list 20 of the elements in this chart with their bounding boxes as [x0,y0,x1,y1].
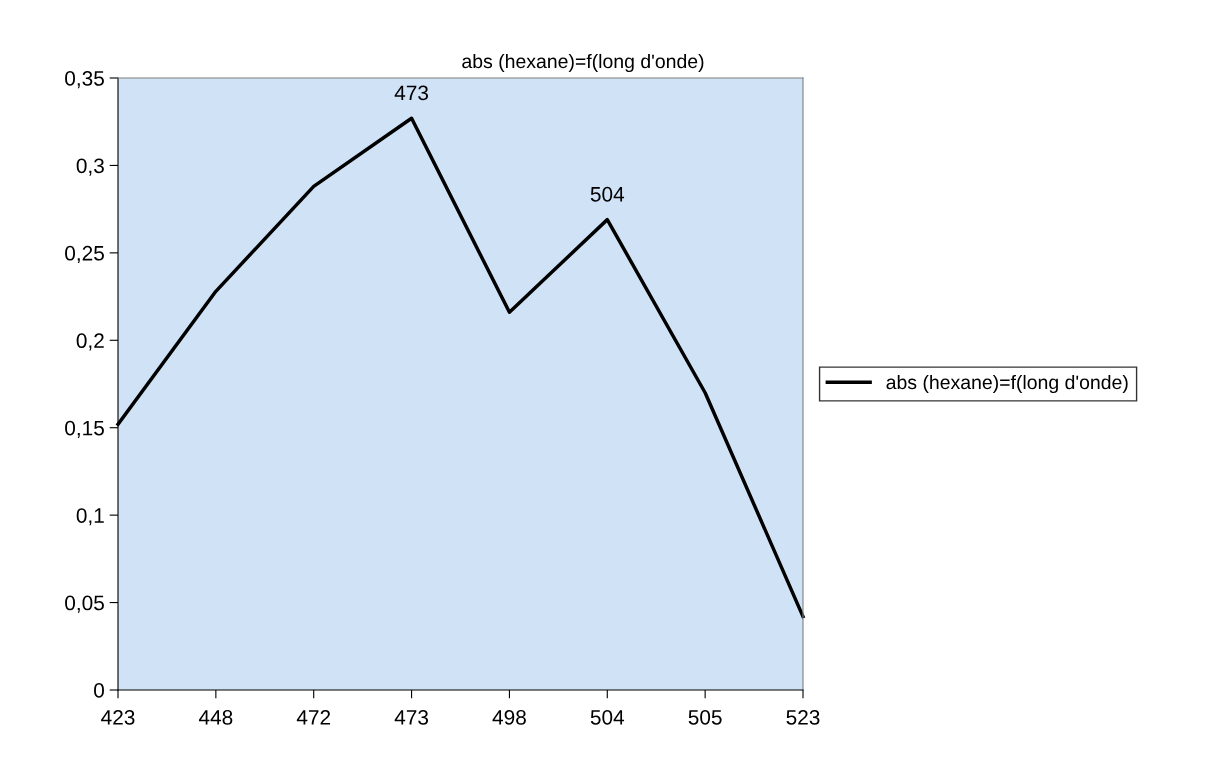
x-tick-label: 472 [296,709,331,725]
annotation: 473 [394,85,429,101]
x-tick-label: 473 [394,709,429,725]
y-tick-label: 0 [94,683,104,698]
y-tick-label: 0,15 [65,420,104,438]
x-tick-label: 505 [688,709,722,725]
y-tick-label: 0,2 [76,333,104,351]
x-tick-label: 448 [198,709,233,725]
legend-label: abs (hexane)=f(long d'onde) [886,374,1128,394]
x-tick-label: 523 [786,709,820,725]
y-tick-label: 0,1 [76,508,104,526]
annotation: 504 [590,186,625,202]
y-tick-label: 0,25 [65,245,104,264]
x-tick-label: 423 [101,709,135,725]
x-tick-label: 504 [590,709,625,725]
x-tick-label: 498 [492,709,526,725]
y-tick-label: 0,05 [65,595,104,613]
y-tick-label: 0,35 [65,71,104,89]
y-tick-label: 0,3 [76,158,104,176]
chart-title: abs (hexane)=f(long d'onde) [462,53,704,73]
